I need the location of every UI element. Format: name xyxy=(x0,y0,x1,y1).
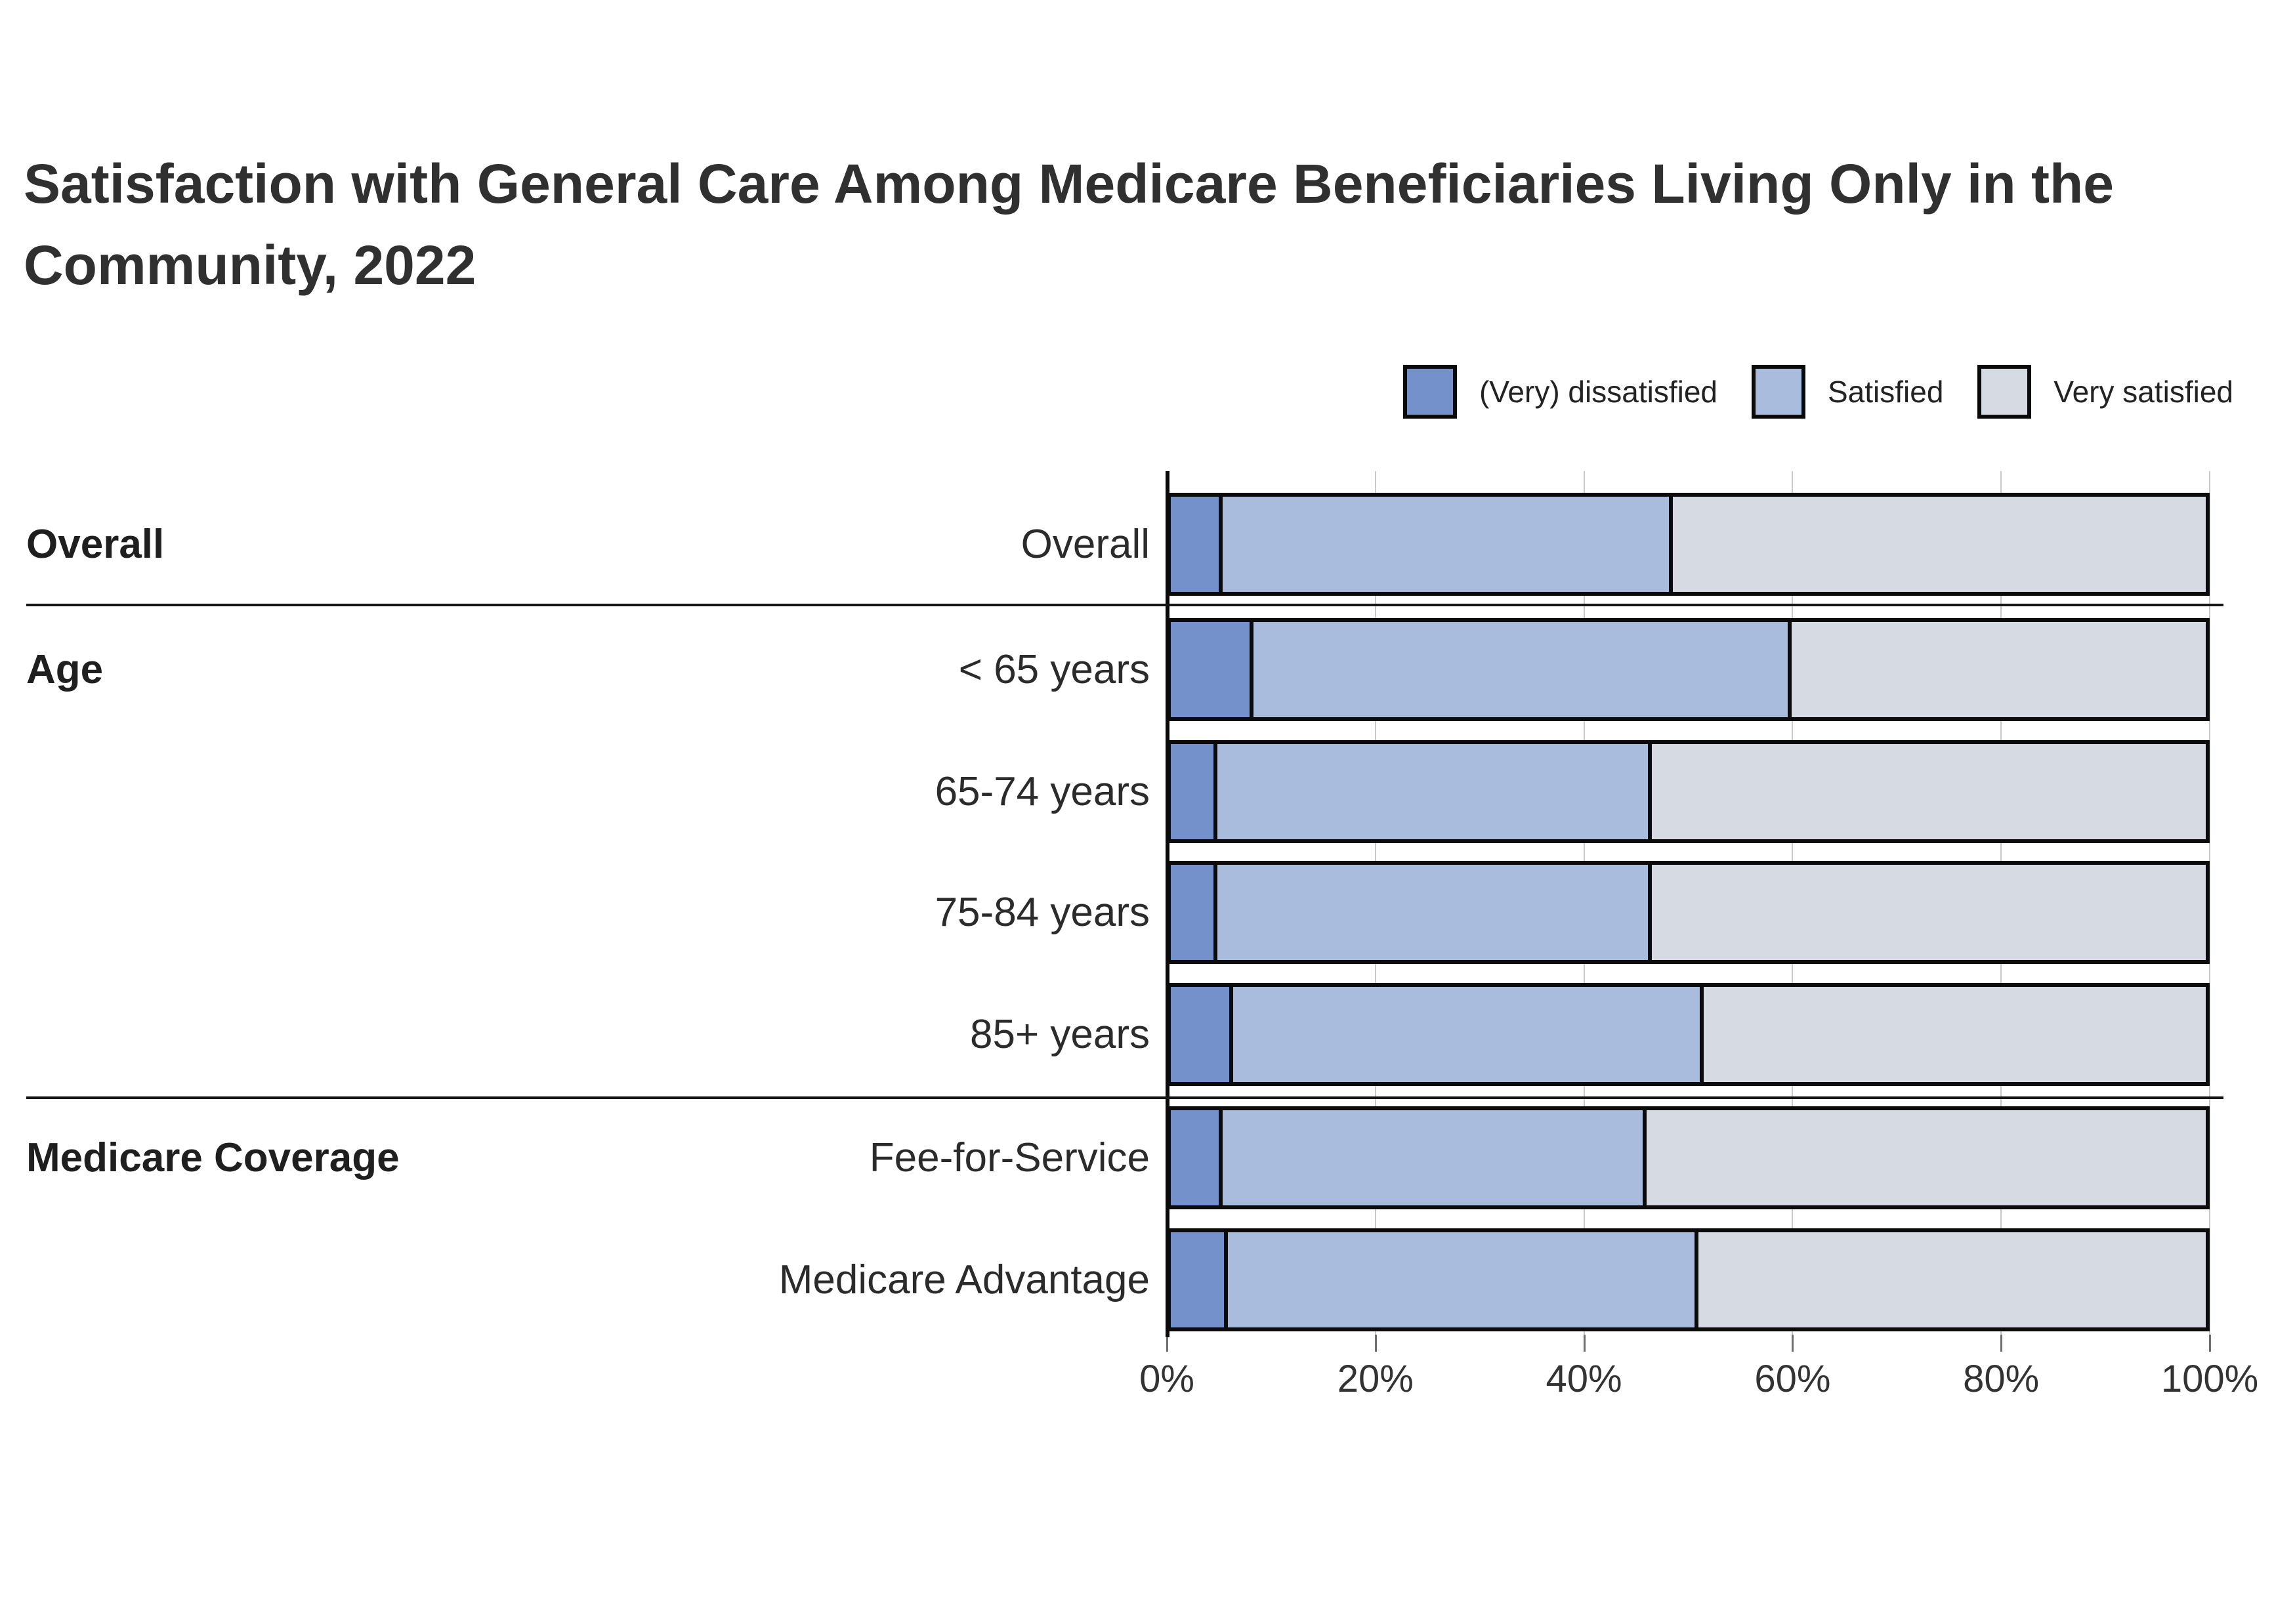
legend: (Very) dissatisfied Satisfied Very satisfi… xyxy=(1402,365,2233,419)
category-label-0: Overall xyxy=(26,522,165,567)
legend-label-1: Satisfied xyxy=(1827,375,1944,409)
bar-segment-2-2 xyxy=(1652,744,2206,839)
bar-segment-3-0 xyxy=(1171,865,1217,960)
bar-segment-1-0 xyxy=(1171,622,1254,717)
bar-segment-4-2 xyxy=(1704,987,2206,1082)
x-tick-100 xyxy=(2209,1335,2211,1352)
page-title-line-1: Satisfaction with General Care Among Med… xyxy=(24,153,2115,215)
bar-segment-0-2 xyxy=(1672,497,2206,592)
grid-line-100 xyxy=(2209,471,2210,1335)
bar-segment-2-1 xyxy=(1217,744,1653,839)
page-title: Satisfaction with General Care Among Med… xyxy=(24,143,2114,306)
bar-row-4 xyxy=(1167,983,2210,1086)
bar-row-3 xyxy=(1167,861,2210,964)
bar-row-1 xyxy=(1167,618,2210,721)
row-label-6: Medicare Advantage xyxy=(778,1257,1150,1302)
bar-segment-2-0 xyxy=(1171,744,1217,839)
page-title-line-2: Community, 2022 xyxy=(24,234,476,296)
group-separator-0 xyxy=(26,604,2223,606)
bar-segment-4-0 xyxy=(1171,987,1233,1082)
bar-segment-6-2 xyxy=(1698,1232,2206,1327)
legend-label-0: (Very) dissatisfied xyxy=(1479,375,1717,409)
x-tick-label-60: 60% xyxy=(1754,1358,1831,1400)
row-label-4: 85+ years xyxy=(969,1012,1150,1057)
legend-item-0: (Very) dissatisfied xyxy=(1402,365,1717,419)
bar-segment-4-1 xyxy=(1232,987,1704,1082)
bar-segment-5-1 xyxy=(1222,1110,1647,1205)
legend-item-2: Very satisfied xyxy=(1977,365,2233,419)
bar-row-6 xyxy=(1167,1228,2210,1331)
category-label-2: Medicare Coverage xyxy=(26,1135,400,1180)
bar-segment-1-2 xyxy=(1792,622,2206,717)
legend-label-2: Very satisfied xyxy=(2053,375,2233,409)
row-label-0: Overall xyxy=(1021,522,1150,567)
row-label-5: Fee-for-Service xyxy=(869,1135,1150,1180)
bar-segment-3-1 xyxy=(1217,865,1653,960)
bar-segment-0-0 xyxy=(1171,497,1223,592)
x-tick-label-80: 80% xyxy=(1963,1358,2040,1400)
bar-row-0 xyxy=(1167,493,2210,596)
bar-segment-6-0 xyxy=(1171,1232,1228,1327)
bar-segment-3-2 xyxy=(1652,865,2206,960)
x-tick-0 xyxy=(1166,1335,1168,1352)
bar-row-5 xyxy=(1167,1106,2210,1209)
bar-segment-5-0 xyxy=(1171,1110,1223,1205)
x-tick-label-40: 40% xyxy=(1546,1358,1622,1400)
legend-swatch-2 xyxy=(1977,365,2032,419)
legend-item-1: Satisfied xyxy=(1751,365,1944,419)
row-label-3: 75-84 years xyxy=(935,890,1150,935)
x-tick-80 xyxy=(2000,1335,2003,1352)
x-tick-label-20: 20% xyxy=(1337,1358,1414,1400)
bar-segment-0-1 xyxy=(1222,497,1673,592)
category-label-1: Age xyxy=(26,647,104,692)
x-tick-40 xyxy=(1583,1335,1586,1352)
x-tick-20 xyxy=(1374,1335,1377,1352)
row-label-1: < 65 years xyxy=(958,647,1150,692)
x-tick-label-0: 0% xyxy=(1139,1358,1194,1400)
group-separator-1 xyxy=(26,1096,2223,1099)
bar-segment-1-1 xyxy=(1253,622,1792,717)
x-tick-label-100: 100% xyxy=(2160,1358,2259,1400)
bar-row-2 xyxy=(1167,740,2210,843)
row-label-2: 65-74 years xyxy=(935,769,1150,814)
bar-segment-5-2 xyxy=(1647,1110,2206,1205)
x-tick-60 xyxy=(1792,1335,1794,1352)
legend-swatch-1 xyxy=(1751,365,1805,419)
bar-segment-6-1 xyxy=(1227,1232,1699,1327)
legend-swatch-0 xyxy=(1402,365,1457,419)
